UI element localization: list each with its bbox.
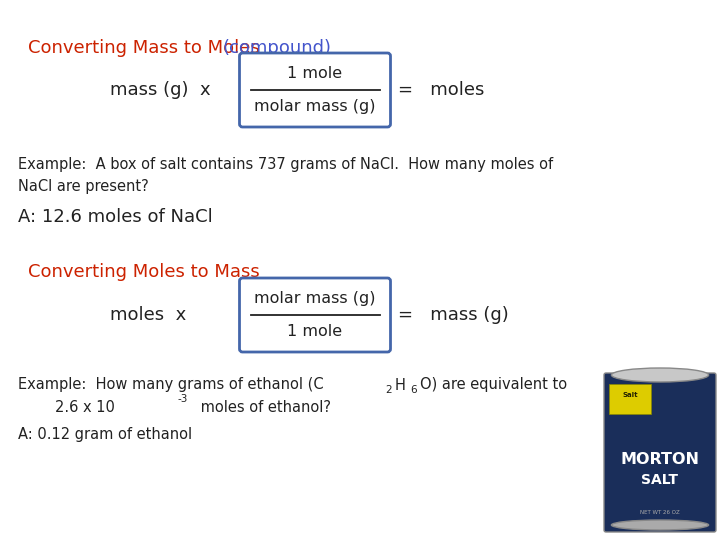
Text: Converting Moles to Mass: Converting Moles to Mass <box>28 263 260 281</box>
Text: NaCl are present?: NaCl are present? <box>18 179 149 194</box>
Text: moles  x: moles x <box>110 306 186 324</box>
FancyBboxPatch shape <box>604 373 716 532</box>
Text: NET WT 26 OZ: NET WT 26 OZ <box>640 510 680 515</box>
Text: A: 0.12 gram of ethanol: A: 0.12 gram of ethanol <box>18 428 192 442</box>
FancyBboxPatch shape <box>609 384 651 414</box>
FancyBboxPatch shape <box>240 53 390 127</box>
Text: O) are equivalent to: O) are equivalent to <box>420 377 567 393</box>
Ellipse shape <box>611 520 708 530</box>
Text: moles of ethanol?: moles of ethanol? <box>196 400 331 415</box>
Text: 2: 2 <box>385 385 392 395</box>
Text: =   moles: = moles <box>398 81 485 99</box>
Text: Salt: Salt <box>622 392 638 398</box>
Text: SALT: SALT <box>642 473 678 487</box>
Text: 6: 6 <box>410 385 417 395</box>
Text: (compound): (compound) <box>222 39 331 57</box>
Text: H: H <box>395 377 406 393</box>
Text: 1 mole: 1 mole <box>287 65 343 80</box>
Text: molar mass (g): molar mass (g) <box>254 99 376 114</box>
FancyBboxPatch shape <box>240 278 390 352</box>
Text: mass (g)  x: mass (g) x <box>110 81 211 99</box>
Text: =   mass (g): = mass (g) <box>398 306 509 324</box>
Text: molar mass (g): molar mass (g) <box>254 291 376 306</box>
Text: Example:  A box of salt contains 737 grams of NaCl.  How many moles of: Example: A box of salt contains 737 gram… <box>18 158 553 172</box>
Text: -3: -3 <box>178 394 189 404</box>
Text: Converting Mass to Moles: Converting Mass to Moles <box>28 39 266 57</box>
Text: MORTON: MORTON <box>621 453 700 468</box>
Text: 2.6 x 10: 2.6 x 10 <box>18 400 115 415</box>
Text: Example:  How many grams of ethanol (C: Example: How many grams of ethanol (C <box>18 377 323 393</box>
Ellipse shape <box>611 368 708 382</box>
Text: 1 mole: 1 mole <box>287 325 343 340</box>
Text: A: 12.6 moles of NaCl: A: 12.6 moles of NaCl <box>18 208 212 226</box>
